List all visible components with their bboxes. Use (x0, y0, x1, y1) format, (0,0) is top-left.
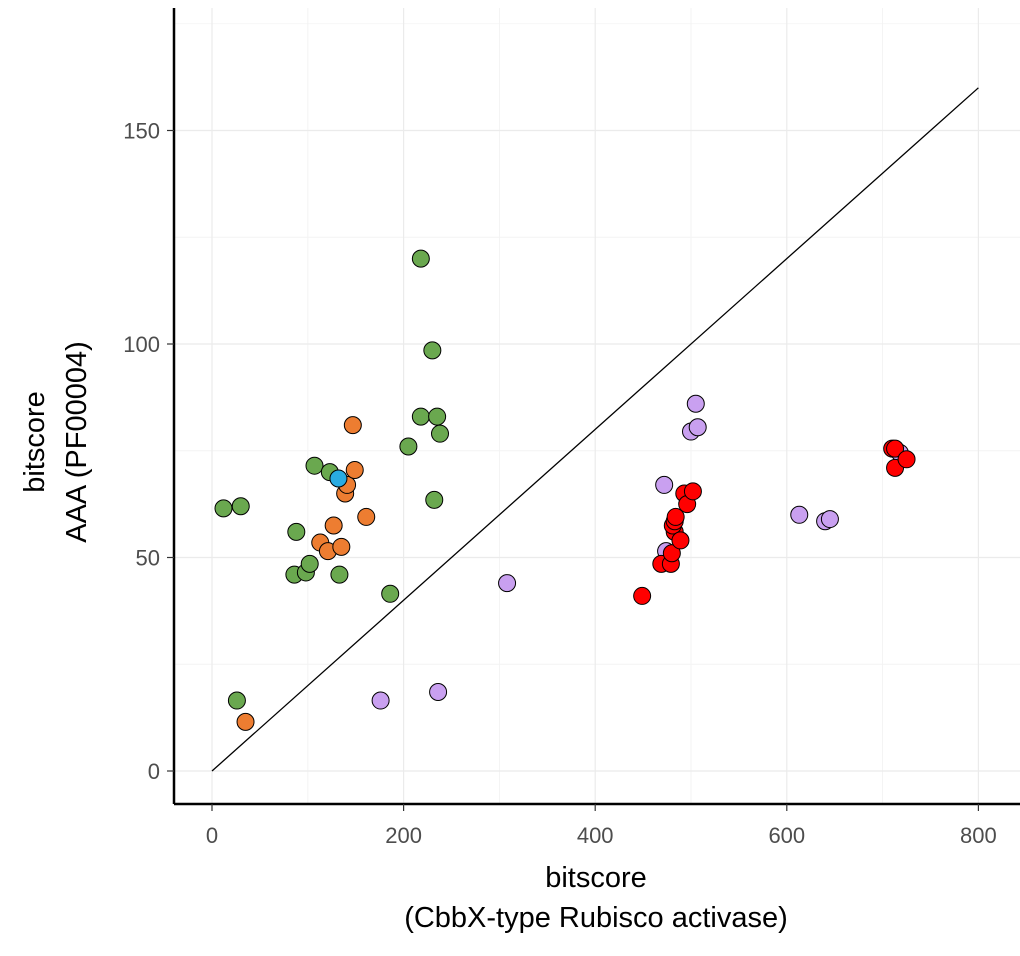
x-tick-label: 0 (206, 823, 218, 848)
data-point (425, 490, 444, 509)
data-points (214, 249, 916, 731)
data-point (431, 424, 450, 443)
data-point (655, 475, 674, 494)
data-point (305, 456, 324, 475)
data-point (688, 418, 707, 437)
data-point (227, 691, 246, 710)
reference-line-group (211, 87, 979, 772)
data-point (411, 407, 430, 426)
data-point (330, 565, 349, 584)
x-tick-label: 800 (960, 823, 997, 848)
data-point (399, 437, 418, 456)
x-tick-label: 200 (385, 823, 422, 848)
data-point (429, 683, 448, 702)
data-point (423, 341, 442, 360)
data-point (411, 249, 430, 268)
x-tick-label: 400 (577, 823, 614, 848)
ticks: 0 200 400 600 800 0 50 100 150 (123, 119, 996, 849)
data-point (666, 507, 685, 526)
data-point (790, 505, 809, 524)
y-axis-title-line2: AAA (PF00004) (61, 341, 93, 543)
y-tick-label: 150 (123, 119, 160, 144)
grid (174, 8, 1020, 804)
data-point (662, 544, 681, 563)
data-point (287, 522, 306, 541)
data-point (633, 586, 652, 605)
x-tick-label: 600 (768, 823, 805, 848)
data-point (381, 584, 400, 603)
data-point (231, 497, 250, 516)
data-point (820, 510, 839, 529)
data-point (686, 394, 705, 413)
data-point (371, 691, 390, 710)
data-point (236, 712, 255, 731)
data-point (345, 460, 364, 479)
x-axis-title-line2: (CbbX-type Rubisco activase) (404, 902, 788, 934)
data-point (343, 416, 362, 435)
data-point (324, 516, 343, 535)
data-point (332, 537, 351, 556)
y-tick-label: 50 (136, 546, 160, 571)
data-point (214, 499, 233, 518)
y-axis-title-line1: bitscore (19, 391, 51, 493)
data-point (329, 469, 348, 488)
data-point (897, 450, 916, 469)
y-tick-label: 0 (148, 759, 160, 784)
data-point (886, 439, 905, 458)
data-point (498, 574, 517, 593)
data-point (428, 407, 447, 426)
y-axis-title-group: bitscore AAA (PF00004) (19, 341, 93, 543)
axes (172, 8, 1020, 806)
data-point (671, 531, 690, 550)
x-axis-title-line1: bitscore (545, 862, 647, 894)
data-point (300, 554, 319, 573)
data-point (683, 482, 702, 501)
data-point (357, 507, 376, 526)
reference-line (211, 87, 979, 772)
y-tick-label: 100 (123, 332, 160, 357)
